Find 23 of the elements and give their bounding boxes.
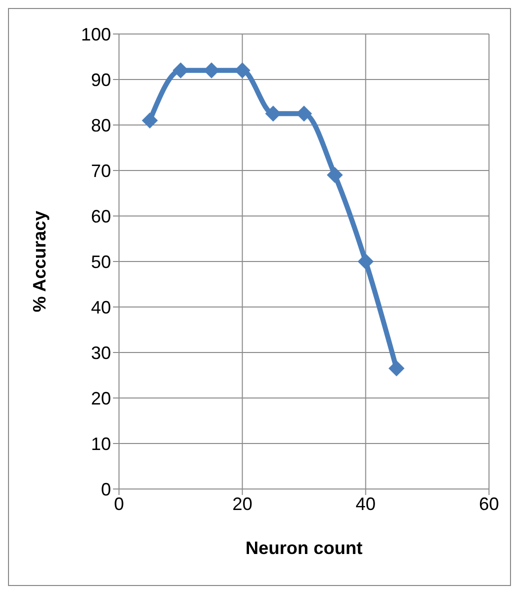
point [296, 106, 312, 122]
y-tick-label: 20 [90, 388, 111, 408]
x-tick-label: 40 [356, 494, 376, 514]
point [358, 254, 374, 270]
y-tick-label: 80 [90, 115, 111, 136]
y-tick-label: 90 [90, 70, 111, 90]
y-tick-label: 40 [90, 297, 111, 318]
x-tick-label: 0 [114, 494, 124, 514]
point [204, 62, 220, 78]
point [326, 167, 343, 184]
y-tick-label: 10 [90, 434, 111, 454]
x-tick-label: 60 [478, 494, 500, 514]
x-axis-title: Neuron count [246, 538, 362, 558]
y-tick-label: 60 [90, 206, 111, 226]
y-tick-label: 50 [90, 252, 111, 272]
y-tick-label: 70 [90, 160, 111, 181]
point [142, 112, 158, 128]
x-tick-label: 20 [232, 494, 252, 514]
y-tick-label: 0 [100, 479, 111, 500]
y-axis-title: % Accuracy [29, 210, 50, 312]
point [388, 360, 404, 376]
y-tick-label: 100 [80, 24, 111, 44]
y-tick-label: 30 [90, 342, 111, 363]
